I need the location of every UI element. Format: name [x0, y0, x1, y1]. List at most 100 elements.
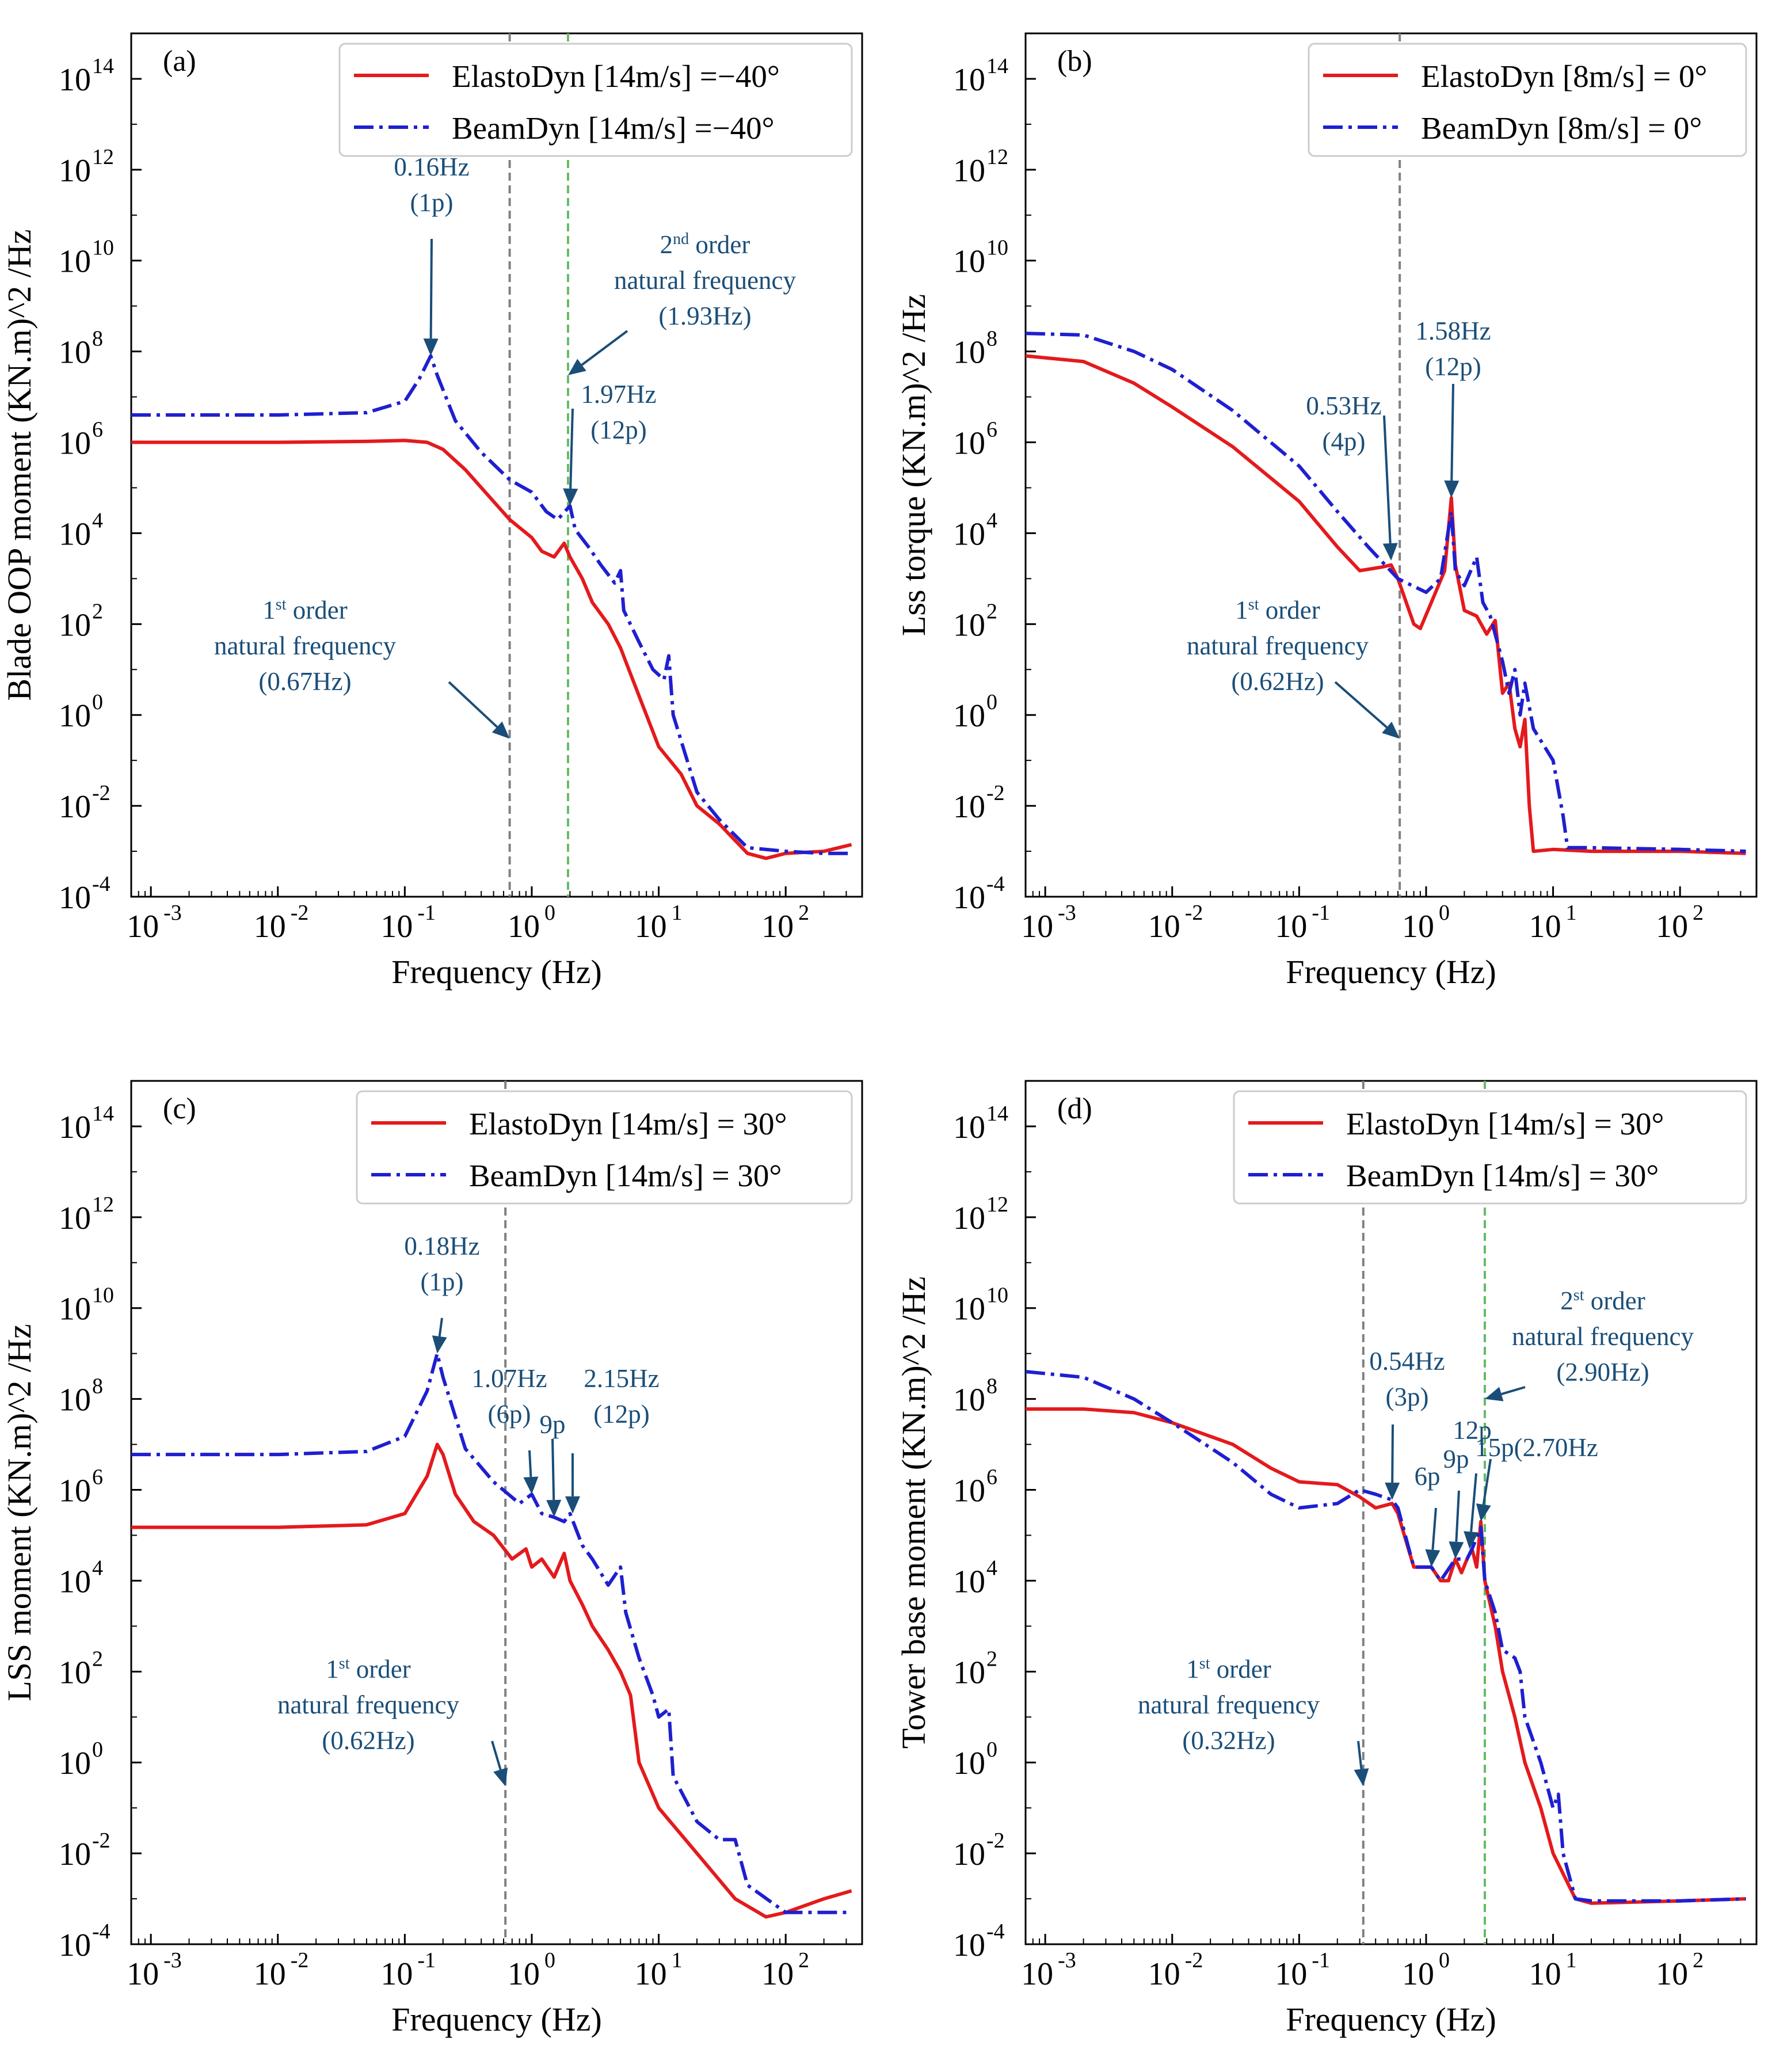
annotation-text: 2.15Hz	[584, 1364, 659, 1393]
legend-box	[356, 1090, 853, 1205]
annotation-arrow	[1383, 415, 1392, 544]
annotation-arrowhead	[1484, 1387, 1504, 1401]
y-tick-label: 10	[59, 1564, 91, 1599]
annotation: 9p	[1443, 1445, 1469, 1559]
panel-a: 10 -3 10 -2 10 -1 10 0 10 1 10 210 -410 -210 010 210 410…	[1, 32, 863, 991]
y-tick-label: 10	[59, 1655, 91, 1690]
annotation-arrowhead	[523, 1476, 539, 1495]
legend-box	[1308, 43, 1747, 157]
annotation: 2.15Hz (12p)	[565, 1364, 660, 1514]
y-tick-exponent: 14	[986, 54, 1008, 78]
y-tick-exponent: 0	[986, 1738, 997, 1762]
annotation-text: (0.62Hz)	[322, 1726, 414, 1755]
annotation-text: (1p)	[410, 188, 454, 217]
y-tick-exponent: -2	[986, 781, 1005, 805]
y-tick-exponent: 10	[986, 236, 1008, 260]
y-tick-label: 10	[59, 1928, 91, 1963]
panel-label: (d)	[1057, 1092, 1092, 1125]
annotation: 0.53Hz (4p)	[1306, 391, 1398, 561]
y-tick-label: 10	[953, 789, 985, 825]
annotation: 2nd order natural frequency (1.93Hz)	[567, 230, 797, 375]
panel-label: (b)	[1057, 45, 1092, 78]
x-tick-label: 10	[1275, 1956, 1307, 1992]
y-tick-label: 10	[953, 244, 985, 280]
legend-label-beamdyn: BeamDyn [14m/s] = 30°	[469, 1158, 782, 1193]
series-beamdyn	[1026, 332, 1746, 854]
annotation-arrow	[1455, 1490, 1460, 1542]
annotation: 6p	[1415, 1462, 1441, 1567]
y-tick-exponent: 10	[92, 1283, 114, 1308]
y-tick-label: 10	[59, 1110, 91, 1145]
plot-frame	[1024, 32, 1758, 898]
panel-label: (c)	[163, 1092, 196, 1125]
y-tick-exponent: 14	[986, 1102, 1008, 1126]
y-tick-label: 10	[59, 426, 91, 462]
x-tick-exponent: 2	[1693, 901, 1704, 925]
x-axis-label: Frequency (Hz)	[391, 953, 602, 991]
x-axis-label: Frequency (Hz)	[1286, 953, 1496, 991]
y-tick-exponent: -2	[92, 781, 110, 805]
series-elastodyn	[1026, 1407, 1746, 1905]
annotation-arrow	[491, 1740, 502, 1770]
y-tick-label: 10	[953, 1655, 985, 1690]
annotation-arrow	[1334, 681, 1388, 729]
y-tick-exponent: 4	[986, 508, 997, 532]
y-tick-label: 10	[953, 1292, 985, 1327]
x-tick-label: 10	[635, 909, 667, 944]
y-tick-label: 10	[59, 607, 91, 643]
y-tick-label: 10	[953, 1201, 985, 1236]
y-tick-label: 10	[59, 1201, 91, 1236]
y-tick-exponent: 6	[986, 1465, 997, 1490]
x-tick-exponent: 0	[1439, 901, 1450, 925]
y-tick-exponent: 12	[986, 145, 1008, 169]
annotation-text: 15p(2.70Hz	[1475, 1433, 1598, 1462]
x-tick-exponent: -2	[291, 1948, 309, 1972]
annotation-text: 1st order	[1186, 1655, 1271, 1684]
x-tick-exponent: 0	[1439, 1948, 1450, 1972]
y-tick-exponent: -4	[986, 1919, 1005, 1944]
x-tick-exponent: -3	[163, 1948, 182, 1972]
x-tick-exponent: 2	[1693, 1948, 1704, 1972]
y-tick-exponent: -4	[986, 872, 1005, 896]
y-tick-label: 10	[953, 62, 985, 98]
annotation-text: 2st order	[1560, 1286, 1645, 1315]
series-elastodyn	[131, 1442, 852, 1919]
y-tick-label: 10	[953, 1110, 985, 1145]
annotation-text: 1.07Hz	[471, 1364, 547, 1393]
panel-d: 10 -3 10 -2 10 -1 10 0 10 1 10 210 -410 -210 010 210 410…	[895, 1080, 1758, 2038]
annotation-arrowhead	[432, 1335, 447, 1354]
y-tick-exponent: 4	[92, 1556, 103, 1580]
x-tick-exponent: -1	[417, 1948, 436, 1972]
x-tick-exponent: -2	[1185, 1948, 1203, 1972]
y-tick-exponent: 2	[92, 1647, 103, 1671]
annotation-arrowhead	[1464, 1531, 1479, 1549]
y-tick-exponent: 0	[986, 690, 997, 714]
annotation-text: 6p	[1415, 1462, 1441, 1491]
y-tick-label: 10	[953, 1746, 985, 1781]
annotation-arrowhead	[1425, 1549, 1441, 1567]
annotation-text: (6p)	[488, 1400, 531, 1429]
x-tick-exponent: -1	[1312, 1948, 1330, 1972]
y-tick-label: 10	[953, 426, 985, 462]
x-tick-label: 10	[508, 1956, 540, 1992]
y-tick-exponent: 6	[92, 418, 103, 442]
annotation-text: (0.62Hz)	[1231, 667, 1324, 696]
y-tick-label: 10	[59, 335, 91, 371]
y-tick-label: 10	[59, 698, 91, 734]
annotation-arrow	[551, 1438, 555, 1500]
annotation-text: 1.97Hz	[581, 380, 656, 409]
y-tick-label: 10	[953, 335, 985, 371]
annotation-text: 12p	[1453, 1416, 1492, 1445]
annotation-arrow	[1470, 1473, 1477, 1532]
annotation-arrowhead	[1444, 480, 1460, 498]
legend-box	[338, 43, 853, 157]
y-tick-label: 10	[953, 1928, 985, 1963]
panel-label: (a)	[163, 45, 196, 78]
y-tick-label: 10	[953, 607, 985, 643]
y-tick-exponent: 12	[92, 1193, 114, 1217]
y-axis-label: LSS moment (KN.m)^2 /Hz	[1, 1324, 38, 1701]
x-tick-exponent: -2	[1185, 901, 1203, 925]
y-tick-label: 10	[59, 62, 91, 98]
x-tick-exponent: 2	[798, 1948, 809, 1972]
x-tick-exponent: -3	[163, 901, 182, 925]
